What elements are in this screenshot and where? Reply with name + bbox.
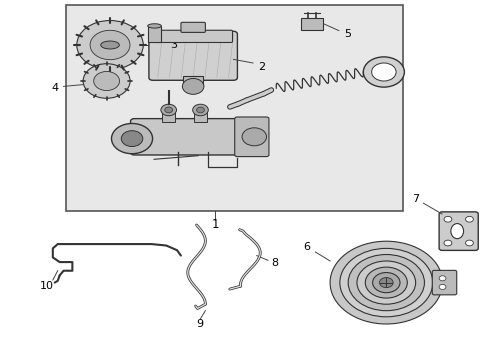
Circle shape (443, 216, 451, 222)
Circle shape (196, 107, 204, 113)
Circle shape (192, 104, 208, 116)
Circle shape (94, 72, 119, 90)
Circle shape (77, 21, 143, 69)
Circle shape (90, 30, 130, 60)
FancyBboxPatch shape (438, 212, 477, 251)
Bar (194, 110, 206, 122)
FancyBboxPatch shape (153, 30, 232, 42)
Bar (301, 18, 322, 30)
Ellipse shape (147, 24, 161, 28)
Ellipse shape (101, 41, 119, 49)
Circle shape (372, 273, 399, 293)
Circle shape (365, 267, 407, 298)
FancyBboxPatch shape (431, 270, 456, 295)
Bar (162, 110, 175, 122)
Text: 1: 1 (211, 218, 219, 231)
Text: 10: 10 (40, 281, 54, 291)
FancyBboxPatch shape (148, 31, 237, 80)
Text: 3: 3 (170, 40, 177, 50)
Circle shape (438, 276, 445, 281)
Text: 9: 9 (196, 319, 203, 329)
Circle shape (438, 284, 445, 289)
FancyBboxPatch shape (181, 22, 205, 32)
Circle shape (164, 107, 172, 113)
Text: 5: 5 (344, 29, 350, 39)
Bar (183, 76, 203, 86)
FancyBboxPatch shape (234, 117, 268, 157)
Text: 8: 8 (271, 258, 278, 268)
Circle shape (465, 240, 472, 246)
Circle shape (242, 128, 266, 146)
FancyBboxPatch shape (130, 119, 245, 155)
Circle shape (363, 57, 404, 87)
Circle shape (371, 63, 395, 81)
Circle shape (161, 104, 176, 116)
Circle shape (111, 123, 152, 154)
Bar (147, 26, 161, 42)
Circle shape (83, 64, 130, 98)
Text: 2: 2 (258, 62, 265, 72)
Circle shape (465, 216, 472, 222)
Circle shape (329, 241, 442, 324)
Text: 4: 4 (51, 83, 58, 93)
Text: 7: 7 (411, 194, 418, 204)
Circle shape (121, 131, 142, 147)
Circle shape (182, 78, 203, 94)
Circle shape (356, 261, 415, 304)
Circle shape (339, 248, 432, 317)
Circle shape (443, 240, 451, 246)
Bar (66, 5, 403, 211)
Ellipse shape (450, 224, 463, 239)
Text: 6: 6 (303, 242, 310, 252)
Circle shape (347, 255, 424, 311)
Circle shape (379, 278, 392, 288)
